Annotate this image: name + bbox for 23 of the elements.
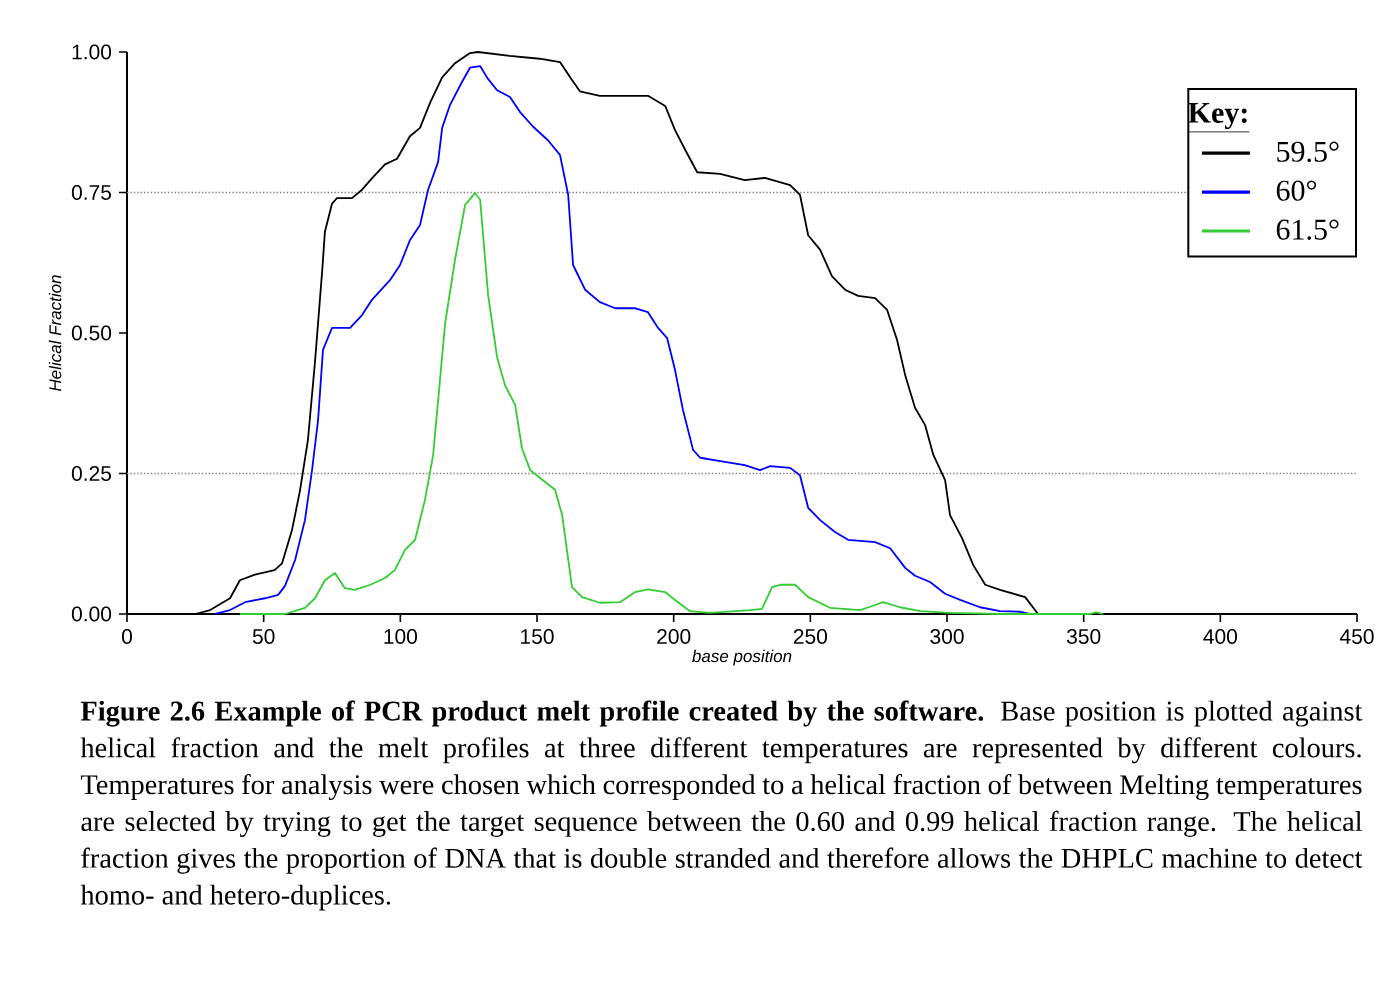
legend-label: 61.5° [1276, 219, 1339, 240]
x-tick-label: 200 [657, 629, 691, 644]
x-tick-label: 0 [121, 629, 133, 644]
x-tick-label: 150 [521, 629, 554, 644]
x-tick-label: 400 [1203, 629, 1238, 644]
x-tick-label: 100 [384, 629, 418, 644]
x-tick-label: 450 [1339, 629, 1374, 644]
y-tick-label: 0.75 [71, 185, 112, 200]
x-tick-label: 350 [1066, 629, 1101, 644]
line-series [238, 192, 1104, 615]
x-tick-label: 300 [930, 629, 964, 644]
x-tick-label: 50 [252, 629, 275, 644]
y-tick-label: 0.50 [71, 325, 112, 341]
y-axis-title: Helical Fraction [48, 275, 62, 392]
x-axis-title: base position [692, 649, 792, 666]
legend-label: 60° [1276, 180, 1317, 201]
y-tick-label: 1.00 [72, 44, 112, 60]
y-tick-label: 0.25 [71, 466, 112, 481]
legend-label: 59.5° [1277, 141, 1339, 162]
x-tick-label: 250 [793, 629, 828, 644]
y-tick-label: 0.00 [71, 606, 112, 622]
legend-title: Key: [1188, 102, 1247, 130]
text: Figure 2.6 Example of PCR product melt profile created by the software. Base position is plotted against helical fraction and the melt profiles at three different temperatures are represented by different colours. Temperatures for analysis were chosen which corresponded to a helical fraction of between Melting temperatures are selected by trying to get the target sequence between the 0.60 and 0.99 helical fraction range. The helical fraction gives the proportion of DNA that is double stranded and therefore allows the DHPLC machine to detect homo- and hetero-duplices. [80, 700, 1363, 911]
